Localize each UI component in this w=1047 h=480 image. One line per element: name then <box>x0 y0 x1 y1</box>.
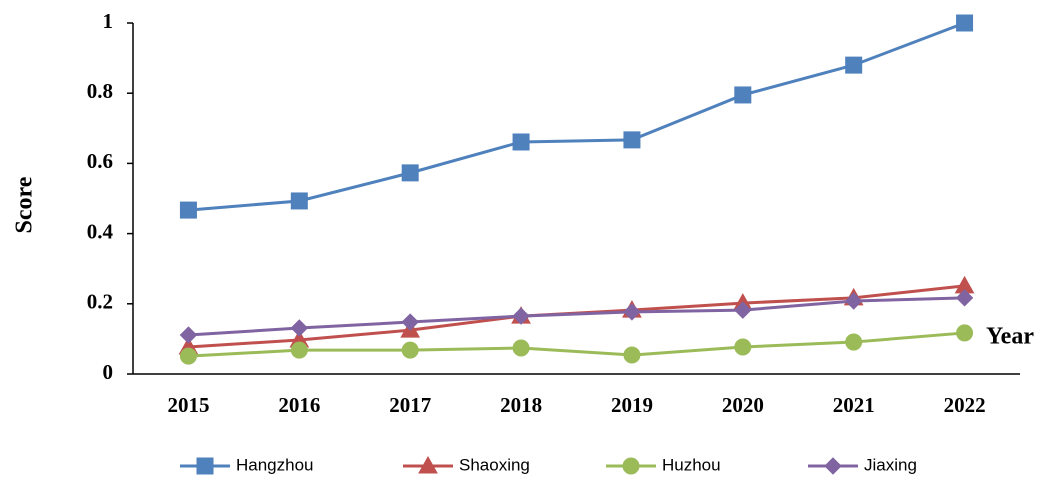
data-point <box>734 86 752 104</box>
data-point <box>179 326 198 344</box>
legend-label: Huzhou <box>662 455 721 474</box>
series-line <box>188 21 966 212</box>
legend-label: Shaoxing <box>459 455 530 474</box>
data-point <box>512 133 530 151</box>
x-tick-label: 2021 <box>833 393 875 417</box>
series-line <box>188 331 965 358</box>
x-axis-label: Year <box>986 324 1034 350</box>
data-point <box>290 192 308 210</box>
series-line <box>188 296 965 337</box>
data-point <box>955 289 974 307</box>
data-point <box>623 346 641 364</box>
y-tick-label: 0 <box>103 360 114 384</box>
legend-marker <box>622 457 640 475</box>
legend-marker <box>196 457 214 475</box>
data-point <box>179 201 197 219</box>
data-point <box>401 313 419 331</box>
y-tick-label: 0.8 <box>87 79 113 103</box>
data-point <box>179 347 197 365</box>
y-tick-label: 0.4 <box>87 219 114 243</box>
data-point <box>401 164 419 182</box>
x-tick-label: 2017 <box>389 393 431 417</box>
data-point <box>844 292 863 310</box>
data-point <box>734 301 752 319</box>
y-tick-label: 1 <box>103 9 114 33</box>
y-tick-label: 0.2 <box>87 290 113 314</box>
x-tick-label: 2019 <box>611 393 653 417</box>
legend-label: Jiaxing <box>864 455 917 474</box>
x-tick-label: 2016 <box>278 393 320 417</box>
data-point <box>956 324 974 342</box>
data-point <box>956 14 974 32</box>
data-point <box>290 341 308 359</box>
x-tick-label: 2020 <box>722 393 764 417</box>
data-point <box>512 307 530 325</box>
x-tick-label: 2015 <box>167 393 209 417</box>
y-tick-label: 0.6 <box>87 149 113 173</box>
data-point <box>623 131 641 149</box>
data-point <box>512 339 530 357</box>
legend-label: Hangzhou <box>236 455 314 474</box>
data-point <box>623 303 641 321</box>
x-tick-label: 2018 <box>500 393 542 417</box>
data-point <box>401 341 419 359</box>
legend-marker <box>418 455 438 474</box>
data-point <box>290 319 309 337</box>
data-point <box>845 333 863 351</box>
data-point <box>734 338 752 356</box>
x-tick-label: 2022 <box>944 393 986 417</box>
legend-marker <box>824 457 842 475</box>
y-axis-label: Score <box>12 176 38 233</box>
data-point <box>845 56 863 74</box>
